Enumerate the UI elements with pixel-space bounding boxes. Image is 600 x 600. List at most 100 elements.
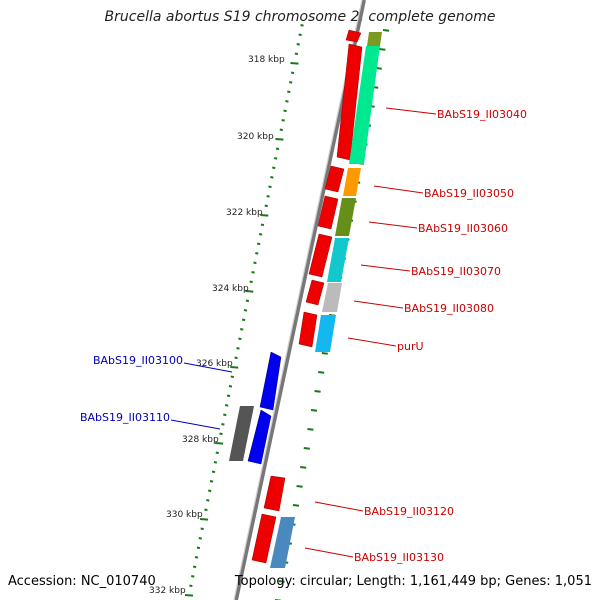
major-tick	[275, 138, 284, 141]
gene-arrow[interactable]	[305, 279, 325, 306]
leader-line	[360, 264, 411, 272]
ring-dot	[318, 371, 325, 374]
major-tick	[260, 214, 269, 217]
leader-line	[353, 300, 404, 309]
ring-dot	[300, 466, 307, 469]
minor-tick	[243, 309, 248, 312]
major-tick	[199, 518, 209, 521]
minor-tick	[208, 489, 212, 493]
minor-tick	[289, 81, 293, 84]
minor-tick	[241, 318, 246, 322]
leader-line	[183, 362, 233, 373]
minor-tick	[256, 242, 261, 246]
cog-bar	[335, 198, 356, 236]
minor-tick	[249, 280, 253, 284]
leader-line	[304, 547, 354, 558]
minor-tick	[198, 537, 202, 540]
ring-dot	[310, 409, 318, 412]
minor-tick	[260, 223, 265, 227]
gene-arrow[interactable]	[324, 165, 345, 193]
minor-tick	[236, 347, 240, 350]
ring-dot	[314, 390, 321, 393]
cog-bar	[322, 283, 342, 312]
topology-label: Topology: circular; Length: 1,161,449 bp…	[234, 574, 592, 589]
minor-tick	[275, 147, 280, 151]
minor-tick	[211, 470, 216, 474]
major-tick	[215, 442, 224, 445]
leader-line	[373, 185, 424, 194]
tick-label: 328 kbp	[182, 435, 219, 445]
ring-dot	[296, 485, 303, 488]
tick-label: 324 kbp	[212, 284, 249, 294]
gene-label[interactable]: BAbS19_II03070	[411, 265, 501, 278]
leader-line	[170, 419, 221, 430]
minor-tick	[251, 271, 255, 274]
minor-tick	[281, 119, 285, 122]
minor-tick	[255, 252, 259, 255]
minor-tick	[204, 508, 208, 512]
accession-label: Accession: NC_010740	[8, 574, 156, 589]
minor-tick	[290, 71, 295, 75]
ruler-ticks	[184, 24, 304, 597]
minor-tick	[285, 100, 289, 103]
cog-bar	[315, 315, 336, 352]
gene-label[interactable]: purU	[397, 340, 424, 353]
minor-tick	[200, 527, 204, 531]
minor-tick	[283, 109, 287, 113]
cog-bar	[229, 406, 254, 461]
minor-tick	[264, 204, 268, 208]
gene-label[interactable]: BAbS19_II03100	[93, 354, 183, 367]
leader-line	[314, 501, 364, 512]
minor-tick	[215, 451, 219, 455]
gene-label[interactable]: BAbS19_II03040	[437, 108, 527, 121]
gene-arrow[interactable]	[317, 195, 339, 230]
minor-tick	[279, 128, 283, 132]
ring-dot	[379, 48, 386, 51]
leader-line	[347, 337, 397, 347]
gene-arrow[interactable]	[263, 475, 286, 512]
minor-tick	[194, 556, 199, 559]
gene-label[interactable]: BAbS19_II03110	[80, 411, 170, 424]
gene-arrow[interactable]	[308, 233, 333, 278]
minor-tick	[287, 90, 291, 94]
minor-tick	[192, 565, 197, 569]
minor-tick	[228, 385, 233, 388]
kbp-labels: 318 kbp 320 kbp 322 kbp 324 kbp 326 kbp …	[149, 55, 285, 596]
tick-label: 320 kbp	[237, 132, 274, 142]
ring-dot	[303, 447, 310, 450]
cog-bar	[343, 168, 361, 196]
gene-label[interactable]: BAbS19_II03060	[418, 222, 508, 235]
minor-tick	[300, 24, 304, 27]
gene-label[interactable]: BAbS19_II03080	[404, 302, 494, 315]
minor-tick	[268, 185, 272, 189]
gene-label[interactable]: BAbS19_II03120	[364, 505, 454, 518]
minor-tick	[272, 166, 276, 170]
minor-tick	[196, 546, 201, 550]
minor-tick	[240, 328, 244, 331]
minor-tick	[206, 499, 210, 502]
gene-label[interactable]: BAbS19_II03130	[354, 551, 444, 564]
gene-arrow[interactable]	[298, 311, 318, 348]
minor-tick	[219, 432, 223, 436]
minor-tick	[266, 195, 270, 198]
minor-tick	[223, 413, 227, 417]
chromosome-backbone	[234, 0, 366, 600]
reverse-strand-genes	[229, 351, 282, 465]
gene-arrow[interactable]	[259, 351, 282, 411]
gene-arrow[interactable]	[345, 29, 362, 43]
gene-labels: BAbS19_II03040 BAbS19_II03050 BAbS19_II0…	[80, 107, 527, 564]
gene-label[interactable]: BAbS19_II03050	[424, 187, 514, 200]
ring-dot	[321, 352, 328, 355]
leader-line	[368, 221, 418, 229]
gene-arrow[interactable]	[247, 409, 272, 465]
gene-arrow[interactable]	[251, 513, 277, 564]
minor-tick	[221, 423, 225, 426]
tick-label: 332 kbp	[149, 586, 186, 596]
major-tick	[184, 594, 194, 597]
tick-label: 318 kbp	[248, 55, 285, 65]
tick-label: 330 kbp	[166, 510, 203, 520]
major-tick	[245, 290, 254, 293]
minor-tick	[298, 33, 302, 37]
ring-dot	[292, 504, 300, 507]
